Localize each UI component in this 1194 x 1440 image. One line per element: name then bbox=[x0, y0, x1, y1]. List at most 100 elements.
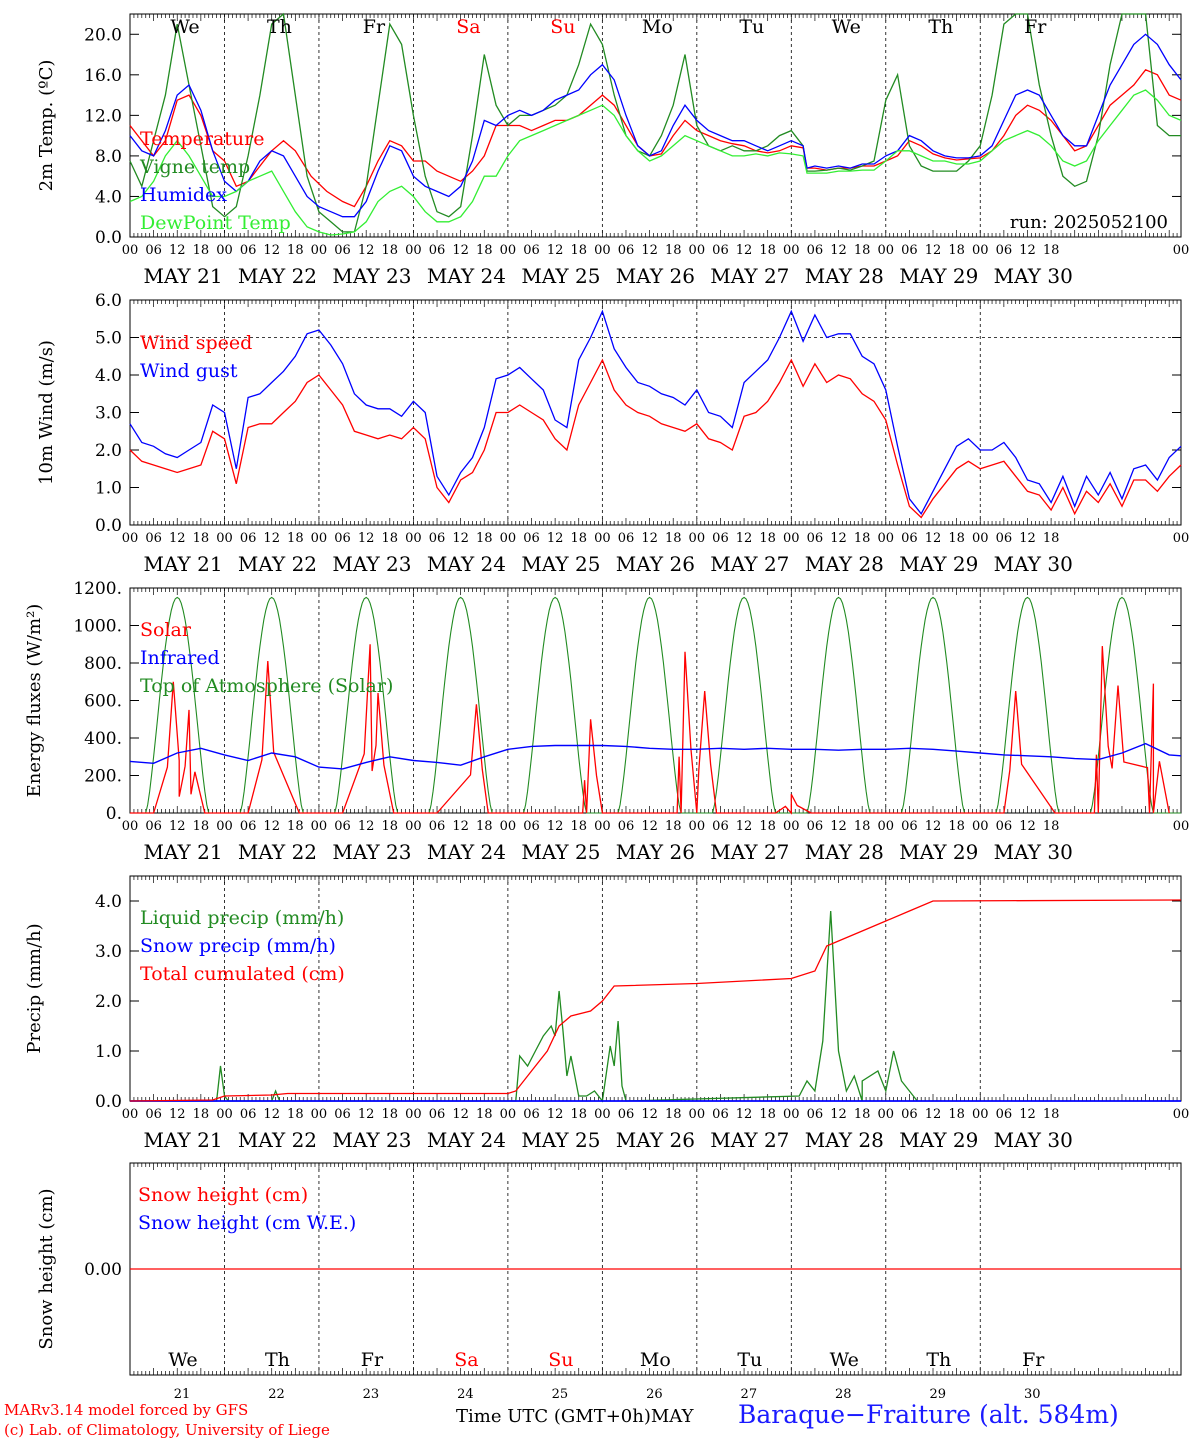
date-label: MAY 27 bbox=[710, 552, 789, 576]
hour-tick-label: 00 bbox=[972, 1107, 989, 1122]
hour-tick-label: 18 bbox=[1043, 243, 1060, 258]
date-label: MAY 29 bbox=[899, 840, 978, 864]
hour-tick-label: 12 bbox=[547, 243, 564, 258]
date-label: MAY 24 bbox=[427, 264, 506, 288]
hour-tick-label: 18 bbox=[382, 531, 399, 546]
hour-tick-label: 06 bbox=[240, 243, 257, 258]
hour-tick-label: 18 bbox=[854, 531, 871, 546]
hour-tick-label: 00 bbox=[594, 1107, 611, 1122]
hour-tick-label: 00 bbox=[311, 243, 328, 258]
hour-tick-label: 00 bbox=[594, 243, 611, 258]
hour-tick-label: 18 bbox=[287, 819, 304, 834]
series-total-cumulated-cm- bbox=[129, 899, 1182, 1102]
y-tick-label: 3.0 bbox=[95, 942, 122, 962]
run-annotation: run: 2025052100 bbox=[1010, 212, 1168, 233]
hour-tick-label: 12 bbox=[547, 1107, 564, 1122]
date-label: MAY 22 bbox=[238, 264, 317, 288]
weekday-label: Fr bbox=[363, 16, 386, 38]
hour-tick-label: 00 bbox=[216, 531, 233, 546]
y-tick-label: 3.0 bbox=[95, 404, 122, 424]
hour-tick-label: 00 bbox=[1173, 819, 1190, 834]
hour-tick-label: 12 bbox=[641, 531, 658, 546]
hour-tick-label: 18 bbox=[665, 531, 682, 546]
panel-2: 0.0 1.0 2.0 3.0 4.0 5.0 6.0 10m Wind (m/s) Wind … bbox=[36, 291, 1189, 576]
weekday-label: Th bbox=[267, 16, 292, 38]
date-label: MAY 30 bbox=[994, 264, 1073, 288]
hour-tick-label: 00 bbox=[878, 1107, 895, 1122]
date-label: MAY 25 bbox=[521, 840, 600, 864]
series-solar bbox=[130, 644, 1170, 815]
hour-tick-label: 06 bbox=[712, 1107, 729, 1122]
hour-tick-label: 12 bbox=[1019, 243, 1036, 258]
hour-tick-label: 00 bbox=[500, 531, 517, 546]
hour-tick-label: 06 bbox=[807, 1107, 824, 1122]
y-axis-label: 10m Wind (m/s) bbox=[36, 340, 57, 485]
hour-tick-label: 00 bbox=[878, 243, 895, 258]
hour-tick-label: 00 bbox=[689, 531, 706, 546]
hour-tick-label: 00 bbox=[783, 1107, 800, 1122]
hour-tick-label: 18 bbox=[665, 243, 682, 258]
weekday-label: We bbox=[170, 16, 199, 38]
footer-credits: MARv3.14 model forced by GFS (c) Lab. of… bbox=[4, 1400, 330, 1440]
hour-tick-label: 18 bbox=[854, 243, 871, 258]
time-axis-label: Time UTC (GMT+0h)MAY bbox=[456, 1406, 693, 1427]
date-label: MAY 24 bbox=[427, 840, 506, 864]
date-label: MAY 29 bbox=[899, 264, 978, 288]
hour-tick-label: 12 bbox=[736, 243, 753, 258]
hour-tick-label: 00 bbox=[689, 1107, 706, 1122]
hour-tick-label: 18 bbox=[570, 1107, 587, 1122]
time-label: Time UTC (GMT+0h) bbox=[456, 1406, 651, 1427]
legend-solar: Solar bbox=[140, 619, 192, 641]
date-label: MAY 30 bbox=[994, 840, 1073, 864]
hour-tick-label: 00 bbox=[405, 1107, 422, 1122]
day-number: 22 bbox=[268, 1387, 285, 1402]
date-label: MAY 23 bbox=[332, 840, 411, 864]
series-humidex bbox=[129, 33, 1182, 218]
hour-tick-label: 18 bbox=[759, 1107, 776, 1122]
date-label: MAY 22 bbox=[238, 1128, 317, 1152]
series-temperature bbox=[129, 69, 1182, 208]
legend-snow-height-cm-: Snow height (cm) bbox=[138, 1184, 308, 1206]
date-label: MAY 28 bbox=[805, 264, 884, 288]
y-tick-label: 12.0 bbox=[84, 106, 122, 126]
weekday-label: Th bbox=[928, 16, 953, 38]
day-number: 30 bbox=[1024, 1387, 1041, 1402]
hour-tick-label: 18 bbox=[665, 1107, 682, 1122]
hour-tick-label: 12 bbox=[263, 1107, 280, 1122]
legend-liquid-precip-mm-h-: Liquid precip (mm/h) bbox=[140, 907, 344, 929]
date-label: MAY 21 bbox=[143, 264, 222, 288]
hour-tick-label: 12 bbox=[358, 243, 375, 258]
hour-tick-label: 06 bbox=[712, 531, 729, 546]
y-tick-label: 400. bbox=[84, 729, 122, 749]
hour-tick-label: 00 bbox=[689, 819, 706, 834]
hour-tick-label: 18 bbox=[287, 1107, 304, 1122]
y-tick-label: 1000. bbox=[73, 617, 122, 637]
y-tick-label: 0.00 bbox=[84, 1260, 122, 1280]
y-tick-label: 0. bbox=[106, 804, 122, 824]
hour-tick-label: 00 bbox=[311, 1107, 328, 1122]
hour-tick-label: 12 bbox=[169, 1107, 186, 1122]
model-credit: MARv3.14 model forced by GFS bbox=[4, 1401, 249, 1419]
hour-tick-label: 06 bbox=[429, 243, 446, 258]
date-label: MAY 30 bbox=[994, 1128, 1073, 1152]
y-tick-label: 800. bbox=[84, 654, 122, 674]
hour-tick-label: 06 bbox=[901, 819, 918, 834]
hour-tick-label: 18 bbox=[948, 819, 965, 834]
hour-tick-label: 06 bbox=[145, 243, 162, 258]
hour-tick-label: 12 bbox=[452, 819, 469, 834]
weekday-label: Mo bbox=[642, 16, 673, 38]
hour-tick-label: 12 bbox=[830, 531, 847, 546]
hour-tick-label: 00 bbox=[972, 531, 989, 546]
series-infrared bbox=[129, 742, 1182, 770]
hour-tick-label: 06 bbox=[240, 531, 257, 546]
hour-tick-label: 00 bbox=[1173, 531, 1190, 546]
day-number: 28 bbox=[835, 1387, 852, 1402]
y-axis-label: Precip (mm/h) bbox=[24, 923, 45, 1053]
hour-tick-label: 00 bbox=[1173, 243, 1190, 258]
hour-tick-label: 18 bbox=[382, 819, 399, 834]
hour-tick-label: 18 bbox=[476, 531, 493, 546]
hour-tick-label: 12 bbox=[547, 531, 564, 546]
hour-tick-label: 18 bbox=[193, 531, 210, 546]
day-number: 24 bbox=[457, 1387, 474, 1402]
legend-vigne-temp: Vigne temp bbox=[139, 156, 250, 178]
